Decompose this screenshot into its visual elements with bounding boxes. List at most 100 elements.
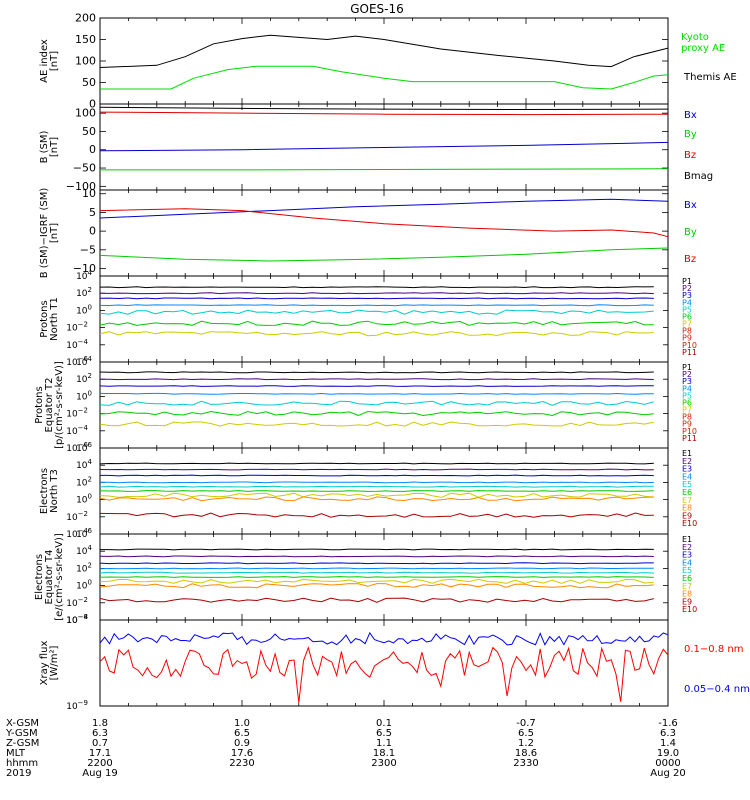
y-tick-label: 10−4 (66, 338, 88, 351)
legend-label: E9 (682, 597, 692, 606)
footer-cell: -0.7 (516, 718, 536, 729)
footer-cell: 2300 (371, 758, 396, 769)
series-line-p5 (99, 309, 654, 315)
footer-cell: 0000 (655, 758, 680, 769)
legend-label: P9 (682, 420, 692, 429)
panel-frame (99, 361, 669, 449)
y-axis-label: [nT] (49, 223, 60, 243)
series-line-e9 (99, 512, 654, 518)
legend-label: E5 (682, 566, 692, 575)
footer-cell: 1.4 (660, 738, 676, 749)
panel-frame (99, 189, 669, 277)
figure-title: GOES-16 (350, 2, 404, 16)
y-tick-label: 10−8 (66, 613, 88, 626)
footer-cell: 19.0 (657, 748, 679, 759)
legend-label: E6 (682, 574, 692, 583)
footer-cell: 1.2 (518, 738, 534, 749)
legend-label: E6 (682, 488, 692, 497)
legend-label: P4 (682, 298, 692, 307)
legend-label: E2 (682, 457, 692, 466)
y-tick-label: 10−2 (66, 321, 88, 334)
series-line-p3 (99, 297, 654, 300)
series-line-p1 (99, 371, 654, 374)
y-tick-label: 0 (89, 225, 96, 238)
legend-label: Bz (684, 150, 696, 161)
y-tick-label: −100 (66, 180, 96, 193)
series-line-e1 (100, 548, 654, 551)
y-axis-label: [e/(cm²-s-sr-keV)] (54, 533, 65, 621)
series-line-bx (99, 141, 669, 152)
legend-label: Bx (684, 200, 697, 211)
legend-label: P1 (682, 277, 692, 286)
legend-label: P7 (682, 406, 692, 415)
footer-row-label: MLT (6, 748, 26, 759)
series-line-bz (99, 208, 669, 238)
legend-label: Bz (684, 254, 696, 265)
legend-label: E4 (682, 472, 692, 481)
y-tick-label: 10 (82, 187, 96, 200)
legend-label: P6 (682, 398, 692, 407)
footer-cell: 2330 (513, 758, 538, 769)
footer-cell: -1.6 (658, 718, 678, 729)
legend-label: Themis AE (683, 72, 737, 83)
y-axis-label: Equator T2 (44, 378, 55, 433)
legend-label: Bx (684, 110, 697, 121)
footer-cell: 2230 (229, 758, 254, 769)
footer-row-label: Z-GSM (6, 738, 39, 749)
legend-label: P6 (682, 312, 692, 321)
legend-label: By (684, 129, 697, 140)
y-tick-label: 102 (76, 286, 92, 299)
y-tick-label: 104 (76, 544, 92, 557)
series-line-by (99, 247, 669, 262)
series-line-e4 (99, 567, 654, 570)
footer-cell: 6.3 (660, 728, 676, 739)
footer-cell: 6.3 (92, 728, 108, 739)
y-axis-label: B (SM)−IGRF (SM) (39, 188, 50, 279)
legend-label: P10 (682, 427, 697, 436)
y-axis-label: North T3 (49, 469, 60, 513)
y-tick-label: 0 (89, 98, 96, 111)
series-line-p7 (99, 331, 654, 337)
series-line-e3 (99, 562, 654, 565)
series-line-e7 (99, 578, 654, 584)
footer-cell: 1.1 (376, 738, 392, 749)
series-line-e6 (99, 576, 654, 578)
series-line-e6 (99, 490, 654, 492)
y-tick-label: −10 (73, 262, 96, 275)
footer-cell: 1.8 (92, 718, 108, 729)
series-line-p6 (99, 410, 654, 417)
footer-cell: 1.0 (234, 718, 250, 729)
series-line-bx (99, 198, 669, 219)
y-tick-label: 10−2 (66, 596, 88, 609)
y-tick-label: 102 (76, 475, 92, 488)
legend-label: E1 (682, 449, 692, 458)
footer-cell: 2200 (87, 758, 112, 769)
series-line-p3 (99, 385, 654, 387)
y-tick-label: 10−4 (66, 424, 88, 437)
y-tick-label: 100 (75, 55, 96, 68)
legend-label: P8 (682, 413, 692, 422)
legend-label: By (684, 227, 697, 238)
footer-cell: 0.1 (376, 718, 392, 729)
footer-cell: 6.5 (376, 728, 392, 739)
series-line-0-1-0-8-nm (99, 646, 669, 703)
legend-label: E3 (682, 551, 692, 560)
series-line-by (100, 168, 669, 171)
legend-label: E2 (682, 543, 692, 552)
legend-label: P5 (682, 391, 692, 400)
footer-row-label: 2019 (6, 768, 31, 779)
legend-label: E1 (682, 535, 692, 544)
y-tick-label: 100 (76, 303, 92, 316)
legend-label: Bmag (684, 171, 713, 182)
legend-label: E10 (682, 605, 697, 614)
legend-label: E4 (682, 558, 692, 567)
panel-frame (99, 17, 669, 105)
y-tick-label: 5 (89, 206, 96, 219)
legend-label: P4 (682, 384, 692, 393)
series-line-p5 (99, 400, 654, 406)
y-tick-label: 50 (82, 76, 96, 89)
footer-cell: Aug 19 (82, 768, 117, 779)
